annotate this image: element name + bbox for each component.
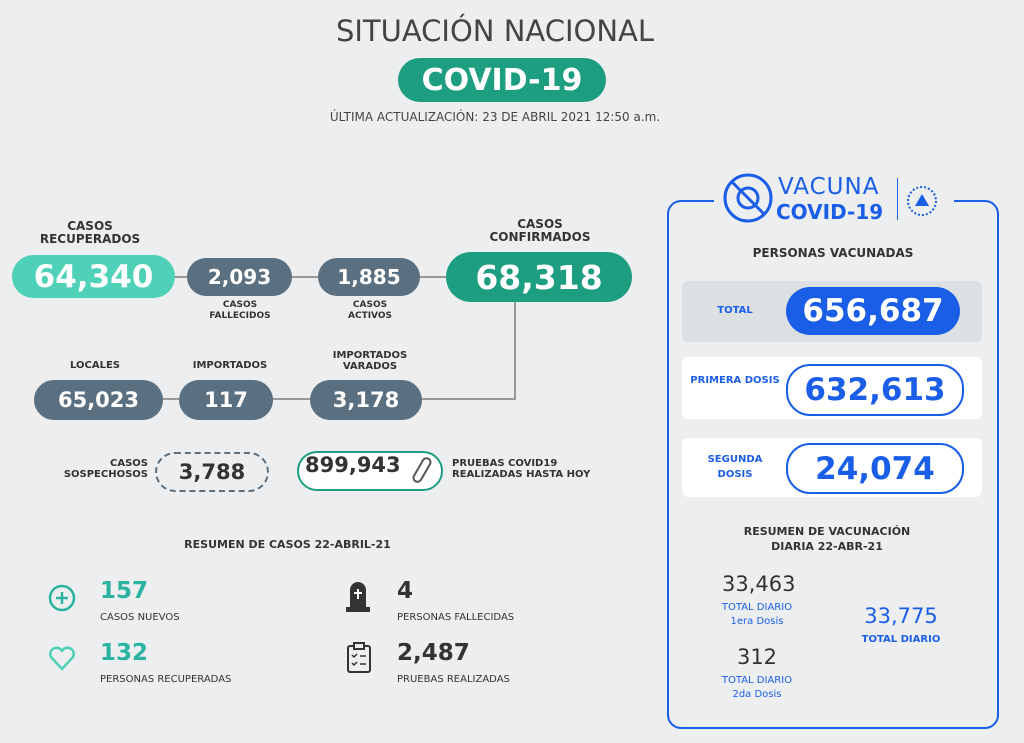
vaccine-label: PRIMERA DOSIS [690,375,780,386]
vaccine-value: 24,074 [786,443,964,494]
connector [170,276,450,278]
vaccine-label: TOTAL [717,305,753,316]
daily-note: 2da Dosis [732,689,782,700]
logo-bottom: COVID-19 [776,200,884,224]
value-pill: 1,885 [318,258,420,296]
daily-title: RESUMEN DE VACUNACIÓN DIARIA 22-ABR-21 [743,525,911,553]
vaccine-value: 656,687 [786,287,960,335]
heart-icon [49,646,75,671]
value-pill: 68,318 [446,252,632,302]
value-pill: 117 [179,380,273,420]
summary-value: 132 [100,640,149,666]
summary-title: RESUMEN DE CASOS 22-ABRIL-21 [184,538,391,551]
virus-icon [723,173,773,223]
summary-label: PRUEBAS REALIZADAS [397,674,510,685]
label: CASOS SOSPECHOSOS [63,458,148,480]
logo-top: VACUNA [778,174,880,200]
value-box [297,451,443,491]
value-pill: 65,023 [34,380,163,420]
label: IMPORTADOS [192,360,268,371]
daily-label: TOTAL DIARIO [861,634,941,645]
label: CASOS FALLECIDOS [209,300,271,321]
daily-value: 33,463 [722,572,796,596]
emblem [907,186,937,216]
updated: ÚLTIMA ACTUALIZACIÓN: 23 DE ABRIL 2021 1… [329,110,661,124]
label: CASOS CONFIRMADOS [489,217,591,244]
vaccine-label: SEGUNDA DOSIS [707,453,763,480]
daily-value: 33,775 [864,604,938,628]
daily-note: 1era Dosis [730,616,784,627]
summary-label: CASOS NUEVOS [100,612,180,623]
clipboard-icon [347,642,371,673]
connector [514,300,516,399]
label: PRUEBAS COVID19 REALIZADAS HASTA HOY [452,458,591,480]
summary-label: PERSONAS FALLECIDAS [397,612,515,623]
value-pill: 64,340 [12,255,175,298]
summary-value: 157 [100,578,149,604]
test-tube-icon [412,457,432,483]
value-box: 3,788 [155,452,269,492]
daily-label: TOTAL DIARIO [721,675,793,686]
vaccine-heading: PERSONAS VACUNADAS [752,246,914,260]
value: 899,943 [305,453,401,477]
badge: COVID-19 [398,58,606,102]
daily-value: 312 [736,645,778,669]
title: SITUACIÓN NACIONAL [335,14,655,48]
value-pill: 3,178 [310,380,422,420]
summary-label: PERSONAS RECUPERADAS [100,674,232,685]
tomb-icon [346,582,370,612]
label: LOCALES [70,360,120,371]
daily-label: TOTAL DIARIO [721,602,793,613]
plus-icon [48,584,76,612]
divider [897,178,898,220]
label: CASOS ACTIVOS [348,300,392,321]
summary-value: 2,487 [397,640,470,666]
vaccine-value: 632,613 [786,364,964,416]
value-pill: 2,093 [187,258,292,296]
label: CASOS RECUPERADOS [39,219,141,246]
label: IMPORTADOS VARADOS [332,350,408,372]
summary-value: 4 [397,578,414,604]
